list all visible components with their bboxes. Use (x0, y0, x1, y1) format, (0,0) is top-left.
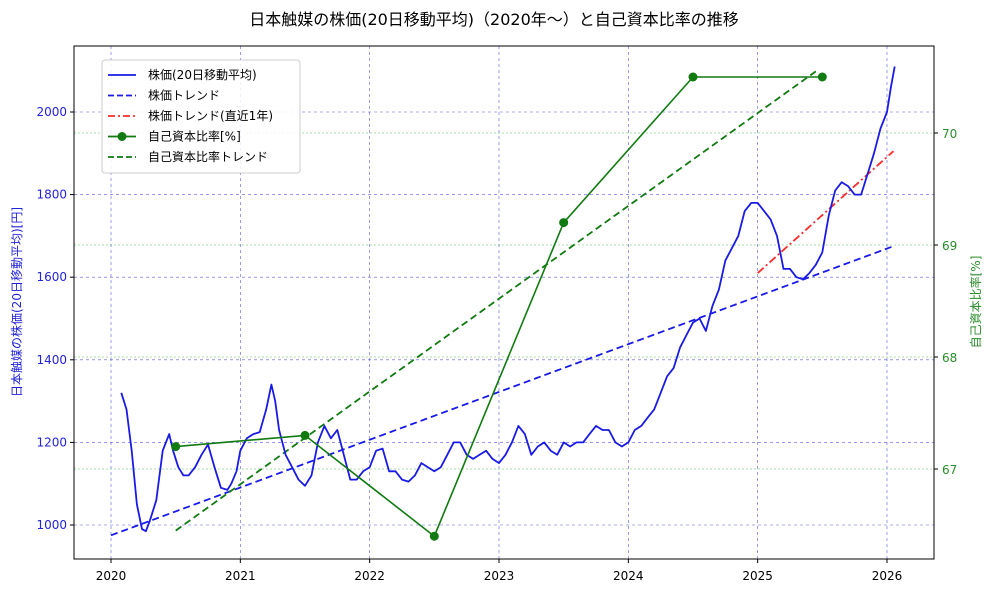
y2-tick-label: 68 (942, 351, 957, 365)
y-axis-left: 1000 1200 1400 1600 1800 2000 (36, 105, 74, 532)
price-line (120, 66, 896, 533)
x-tick-label: 2020 (96, 569, 127, 583)
x-tick-label: 2024 (613, 569, 644, 583)
x-axis: 2020 2021 2022 2023 2024 2025 2026 (96, 559, 903, 583)
equity-ratio-marker (817, 72, 827, 82)
y-tick-label: 1000 (36, 518, 67, 532)
plot-frame (73, 45, 935, 560)
y2-tick-label: 70 (942, 127, 957, 141)
recent-trend-line (757, 150, 895, 274)
price-trend-line (110, 245, 894, 537)
y2-tick-label: 69 (942, 239, 957, 253)
grid-lines (74, 46, 934, 559)
y-axis-right: 67 68 69 70 (934, 127, 957, 477)
x-tick-label: 2022 (354, 569, 385, 583)
chart-title: 日本触媒の株価(20日移動平均)（2020年〜）と自己資本比率の推移 (249, 10, 739, 29)
y-tick-label: 1600 (36, 270, 67, 284)
y-tick-label: 2000 (36, 105, 67, 119)
y2-tick-label: 67 (942, 463, 957, 477)
x-tick-label: 2025 (742, 569, 773, 583)
y-axis-left-label: 日本触媒の株価(20日移動平均)[円] (9, 207, 24, 397)
y-tick-label: 1800 (36, 188, 67, 202)
x-tick-label: 2021 (225, 569, 256, 583)
y-axis-right-label: 自己資本比率[%] (968, 256, 983, 349)
legend-item-label: 株価トレンド (148, 88, 220, 103)
x-tick-label: 2023 (484, 569, 515, 583)
y-tick-label: 1400 (36, 353, 67, 367)
x-tick-label: 2026 (872, 569, 903, 583)
legend-item-label: 自己資本比率トレンド (148, 149, 268, 164)
equity-ratio-marker (171, 442, 181, 452)
equity-ratio-line (175, 76, 823, 538)
legend-item-label: 株価(20日移動平均) (148, 67, 257, 82)
y-tick-label: 1200 (36, 435, 67, 449)
plot-area (110, 66, 896, 541)
legend-item-label: 自己資本比率[%] (148, 129, 241, 144)
legend-item-label: 株価トレンド(直近1年) (148, 108, 273, 123)
equity-ratio-marker (429, 531, 439, 541)
equity-ratio-marker (688, 72, 698, 82)
equity-ratio-marker (300, 430, 310, 440)
equity-ratio-marker (559, 218, 569, 228)
